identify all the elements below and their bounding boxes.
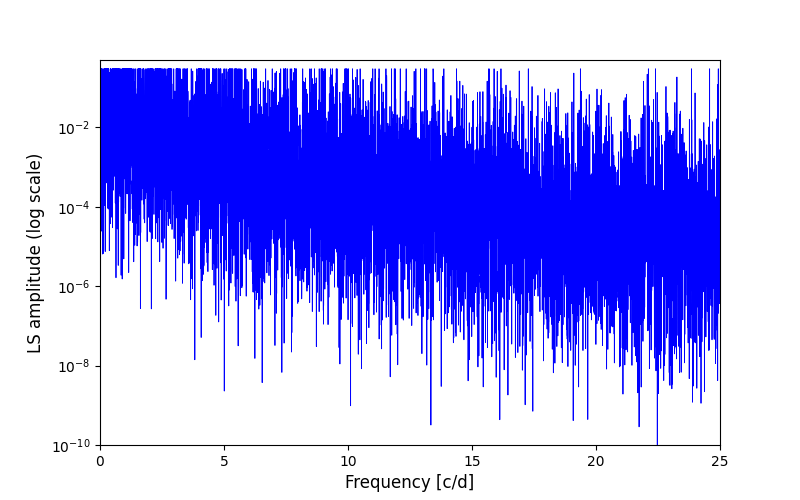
Y-axis label: LS amplitude (log scale): LS amplitude (log scale)	[27, 152, 45, 352]
X-axis label: Frequency [c/d]: Frequency [c/d]	[346, 474, 474, 492]
